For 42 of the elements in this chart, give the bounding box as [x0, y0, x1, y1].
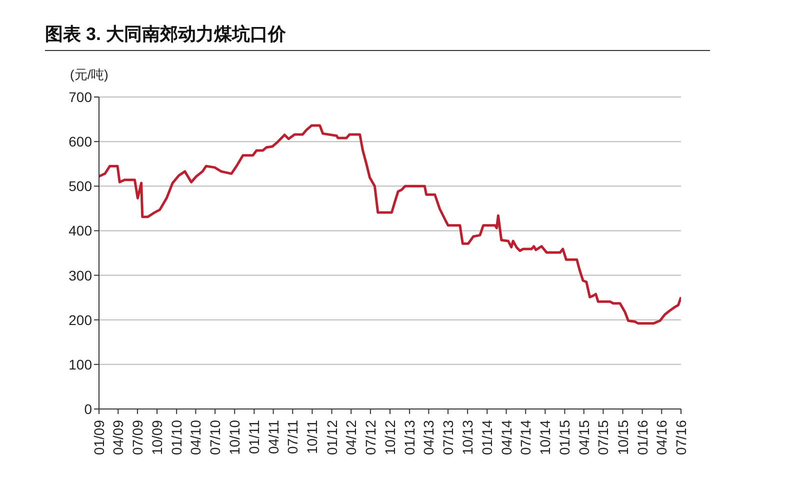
x-tick-label: 04/16	[654, 420, 670, 456]
x-tick-label: 10/13	[460, 420, 476, 456]
chart-title: 图表 3. 大同南郊动力煤坑口价	[45, 22, 710, 51]
y-tick-label: 400	[68, 222, 92, 239]
x-tick-label: 10/10	[226, 420, 243, 456]
x-tick-label: 04/12	[343, 420, 360, 456]
x-tick-label: 07/09	[129, 420, 146, 456]
x-tick-label: 01/12	[324, 420, 340, 456]
x-tick-label: 04/15	[576, 420, 592, 456]
x-tick-label: 01/11	[246, 420, 262, 454]
x-tick-label: 04/10	[188, 420, 204, 456]
x-tick-label: 04/14	[498, 420, 514, 456]
x-tick-label: 04/13	[420, 420, 437, 456]
y-tick-label: 500	[68, 178, 92, 194]
x-tick-label: 10/12	[382, 420, 398, 456]
y-axis-title: (元/吨)	[70, 66, 108, 84]
x-tick-label: 07/11	[284, 420, 301, 454]
x-tick-label: 01/10	[168, 420, 185, 456]
x-tick-label: 01/16	[634, 420, 650, 456]
x-tick-label: 07/12	[362, 420, 378, 456]
x-tick-label: 10/11	[304, 420, 320, 454]
y-tick-label: 100	[68, 356, 92, 372]
x-tick-label: 10/09	[149, 420, 166, 456]
x-tick-label: 10/15	[614, 420, 631, 456]
x-tick-label: 07/16	[673, 420, 689, 456]
y-tick-label: 300	[68, 267, 92, 284]
x-tick-label: 10/14	[537, 420, 554, 456]
y-tick-label: 200	[68, 312, 92, 328]
x-tick-label: 01/14	[479, 420, 496, 456]
y-tick-label: 0	[84, 400, 92, 417]
y-tick-label: 700	[68, 88, 92, 105]
x-tick-label: 04/11	[265, 420, 282, 454]
x-tick-label: 01/15	[556, 420, 573, 456]
x-tick-label: 07/10	[207, 420, 224, 456]
x-tick-label: 07/14	[518, 420, 534, 456]
y-tick-label: 600	[68, 134, 92, 150]
x-tick-label: 01/13	[402, 420, 418, 456]
x-tick-label: 07/15	[595, 420, 612, 456]
x-tick-label: 07/13	[440, 420, 456, 456]
line-series	[99, 124, 681, 325]
x-tick-label: 04/09	[110, 420, 126, 456]
x-tick-label: 01/09	[91, 420, 107, 456]
